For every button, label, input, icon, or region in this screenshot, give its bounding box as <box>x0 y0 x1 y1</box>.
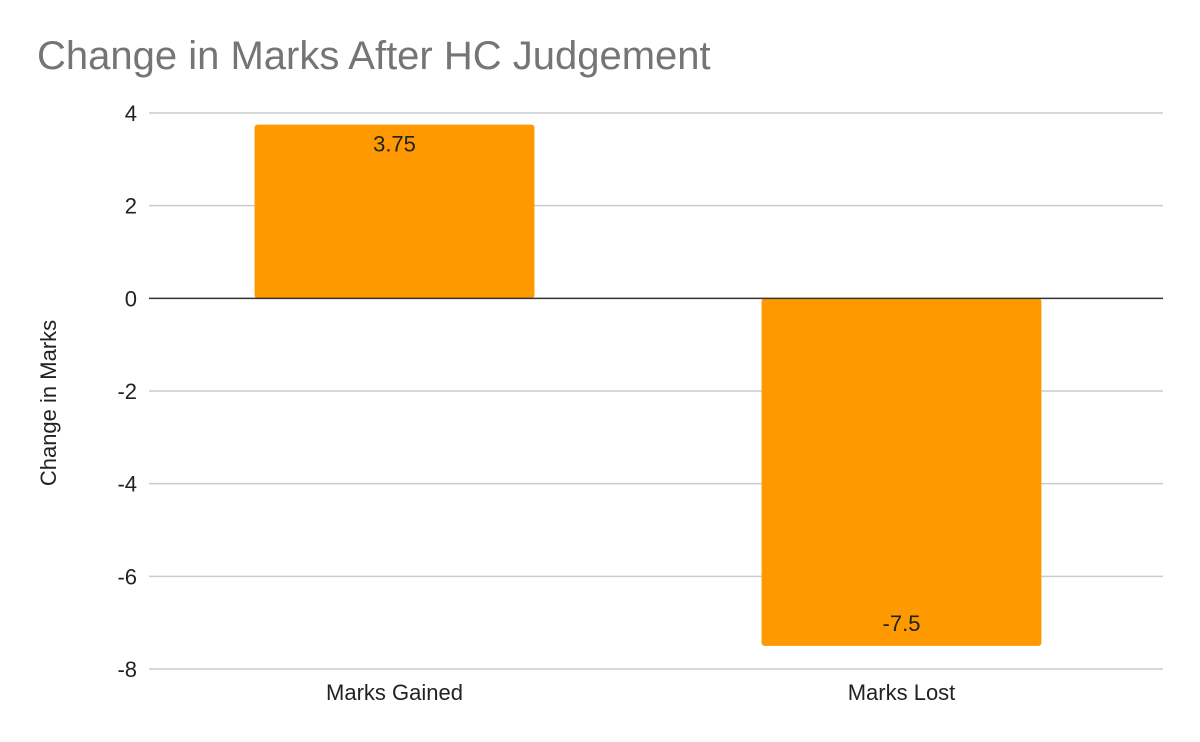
bar-marks-gained <box>254 124 535 299</box>
x-category-label: Marks Gained <box>326 680 463 705</box>
y-tick-label: 4 <box>125 101 137 126</box>
x-category-label: Marks Lost <box>848 680 956 705</box>
data-label: -7.5 <box>883 611 921 636</box>
x-axis-categories: Marks Gained Marks Lost <box>326 680 955 705</box>
y-axis-ticks: 4 2 0 -2 -4 -6 -8 <box>117 101 137 682</box>
y-tick-label: -8 <box>117 657 137 682</box>
bar-marks-lost <box>761 298 1042 646</box>
y-tick-label: -2 <box>117 379 137 404</box>
y-axis-title: Change in Marks <box>36 320 61 486</box>
bars <box>254 124 1042 646</box>
y-tick-label: 0 <box>125 286 137 311</box>
y-tick-label: -6 <box>117 564 137 589</box>
data-label: 3.75 <box>373 132 416 157</box>
y-tick-label: 2 <box>125 194 137 219</box>
y-tick-label: -4 <box>117 472 137 497</box>
chart-title: Change in Marks After HC Judgement <box>37 34 711 78</box>
data-labels: 3.75 -7.5 <box>373 132 920 636</box>
